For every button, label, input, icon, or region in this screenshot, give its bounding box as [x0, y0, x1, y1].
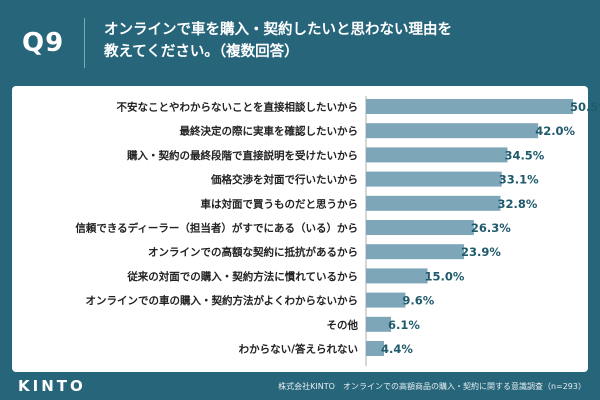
- category-label-3: 購入・契約の最終段階で直接説明を受けたいから: [126, 149, 358, 162]
- question-number: Q9: [22, 28, 65, 58]
- question-title: オンラインで車を購入・契約したいと思わない理由を 教えてください。（複数回答）: [104, 19, 584, 63]
- value-label-3: 34.5%: [504, 148, 544, 162]
- value-label-11: 4.4%: [381, 342, 413, 356]
- bar-7: [366, 244, 464, 260]
- value-label-5: 32.8%: [497, 197, 537, 211]
- value-label-6: 26.3%: [471, 221, 511, 235]
- category-label-5: 車は対面で買うものだと思うから: [201, 197, 359, 210]
- category-label-11: わからない/答えられない: [239, 343, 358, 356]
- category-label-2: 最終決定の際に実車を確認したいから: [180, 125, 359, 138]
- value-label-2: 42.0%: [535, 124, 575, 138]
- kinto-logo: KINTO: [18, 377, 86, 395]
- value-label-7: 23.9%: [461, 245, 501, 259]
- bar-10: [366, 316, 392, 332]
- bar-5: [366, 195, 501, 211]
- category-label-4: 価格交渉を対面で行いたいから: [210, 173, 358, 186]
- source-note: 株式会社KINTO オンラインでの高額商品の購入・契約に関する意識調査（n=29…: [278, 382, 586, 391]
- question-title-line2: 教えてください。（複数回答）: [104, 44, 299, 60]
- bar-1: [366, 99, 574, 114]
- category-label-6: 信頼できるディーラー（担当者）がすでにある（いる）から: [75, 222, 358, 235]
- bar-8: [366, 268, 428, 284]
- header: Q9 オンラインで車を購入・契約したいと思わない理由を 教えてください。（複数回…: [0, 0, 600, 82]
- value-label-10: 6.1%: [388, 318, 420, 332]
- bar-group: 不安なことやわからないことを直接相談したいから 50.5% 最終決定の際に実車を確認…: [75, 99, 600, 356]
- bar-6: [366, 220, 474, 235]
- value-label-9: 9.6%: [402, 294, 434, 308]
- category-label-9: オンラインでの車の購入・契約方法がよくわからないから: [86, 294, 358, 307]
- bar-11: [366, 341, 385, 356]
- bar-2: [366, 123, 539, 139]
- value-label-8: 15.0%: [425, 269, 465, 283]
- category-label-7: オンラインでの高額な契約に抵抗があるから: [148, 246, 358, 259]
- header-divider: [84, 18, 85, 68]
- category-label-1: 不安なことやわからないことを直接相談したいから: [117, 101, 359, 114]
- question-title-line1: オンラインで車を購入・契約したいと思わない理由を: [104, 22, 452, 38]
- bar-9: [366, 292, 406, 308]
- bar-4: [366, 171, 502, 187]
- value-label-1: 50.5%: [570, 100, 600, 114]
- value-label-4: 33.1%: [499, 173, 539, 187]
- category-label-10: その他: [327, 318, 359, 331]
- category-label-8: 従来の対面での購入・契約方法に慣れているから: [126, 270, 358, 283]
- bar-3: [366, 147, 508, 163]
